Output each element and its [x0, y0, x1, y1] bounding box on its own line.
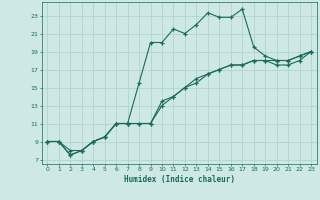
X-axis label: Humidex (Indice chaleur): Humidex (Indice chaleur): [124, 175, 235, 184]
